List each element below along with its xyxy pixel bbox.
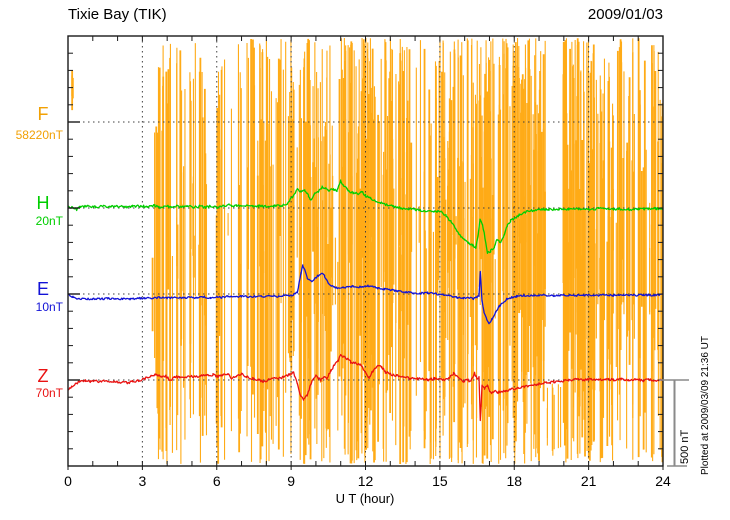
scale-bar-label: 500 nT [679,429,691,464]
e-trace [68,264,663,325]
z-trace [68,353,663,422]
component-label-e: E [36,279,49,299]
plot-date: 2009/01/03 [587,6,663,23]
plotted-at-note: Plotted at 2009/03/09 21:36 UT [700,336,711,475]
scale-bar [659,379,689,467]
x-tick-label-0: 0 [64,473,72,489]
component-label-f: F [37,104,49,124]
component-baseline-e: 10nT [35,300,63,314]
hez-trace-layer [68,179,663,422]
f-noise-spikes-layer [71,38,663,464]
component-label-z: Z [37,366,49,386]
x-tick-label-3: 3 [138,473,147,489]
h-trace [68,179,663,255]
x-tick-label-6: 6 [212,473,221,489]
x-tick-label-15: 15 [432,473,448,489]
station-title: Tixie Bay (TIK) [68,6,167,23]
x-tick-label-24: 24 [655,473,671,489]
plot-frame [67,35,664,467]
component-baseline-f: 58220nT [15,128,63,142]
x-tick-label-18: 18 [506,473,523,489]
x-tick-label-12: 12 [357,473,374,489]
x-tick-label-21: 21 [580,473,597,489]
component-label-h: H [36,193,50,213]
x-tick-label-9: 9 [287,473,296,489]
x-axis-title: U T (hour) [335,491,395,506]
component-baseline-z: 70nT [35,386,63,400]
component-baseline-h: 20nT [35,214,63,228]
